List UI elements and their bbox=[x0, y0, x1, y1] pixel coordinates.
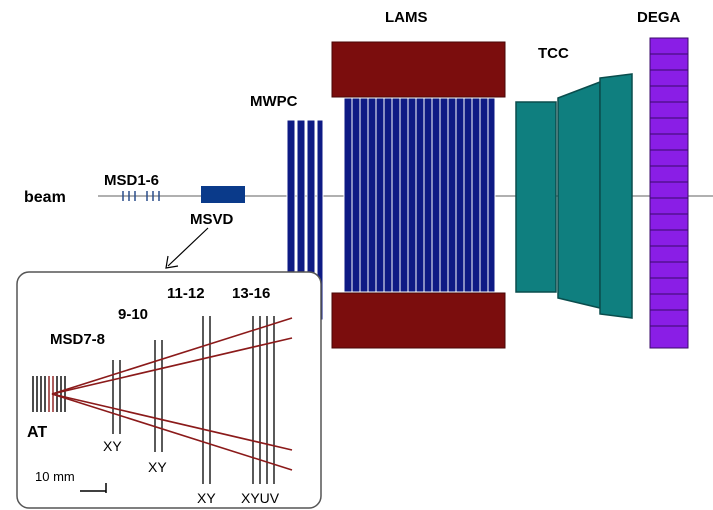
inset-label-11-12: 11-12 bbox=[167, 285, 205, 302]
particle-tracks bbox=[51, 317, 293, 471]
msd-upstream-ticks bbox=[122, 191, 160, 201]
inset-pointer-arrowhead bbox=[165, 255, 179, 269]
msvd-block bbox=[201, 186, 245, 203]
tcc-label: TCC bbox=[538, 45, 569, 62]
inset-frame bbox=[16, 271, 322, 509]
lams-label: LAMS bbox=[385, 9, 428, 26]
msvd-inset: MSD7-8 9-10 11-12 13-16 AT bbox=[16, 271, 322, 509]
plane-label-xy-3: XY bbox=[197, 490, 216, 506]
lams-chambers bbox=[343, 97, 496, 293]
msvd-label: MSVD bbox=[190, 211, 234, 228]
lams-bottom-magnet bbox=[331, 292, 506, 349]
inset-label-13-16: 13-16 bbox=[232, 285, 270, 302]
target-label: AT bbox=[27, 424, 47, 441]
lams-top-magnet bbox=[331, 41, 506, 98]
plane-label-xyuv: XYUV bbox=[241, 490, 280, 506]
plane-label-xy-1: XY bbox=[103, 438, 122, 454]
scale-bar bbox=[80, 483, 107, 493]
msd-upstream-label: MSD1-6 bbox=[104, 172, 159, 189]
inset-pointer-arrow bbox=[167, 227, 209, 267]
scale-bar-label: 10 mm bbox=[35, 469, 75, 484]
mwpc-label: MWPC bbox=[250, 93, 298, 110]
inset-label-msd78: MSD7-8 bbox=[50, 331, 105, 348]
dega-calorimeter bbox=[649, 37, 689, 349]
plane-label-xy-2: XY bbox=[148, 459, 167, 475]
tcc-calorimeter bbox=[515, 73, 633, 319]
beam-label: beam bbox=[24, 189, 66, 206]
dega-label: DEGA bbox=[637, 9, 681, 26]
inset-label-9-10: 9-10 bbox=[118, 306, 148, 323]
